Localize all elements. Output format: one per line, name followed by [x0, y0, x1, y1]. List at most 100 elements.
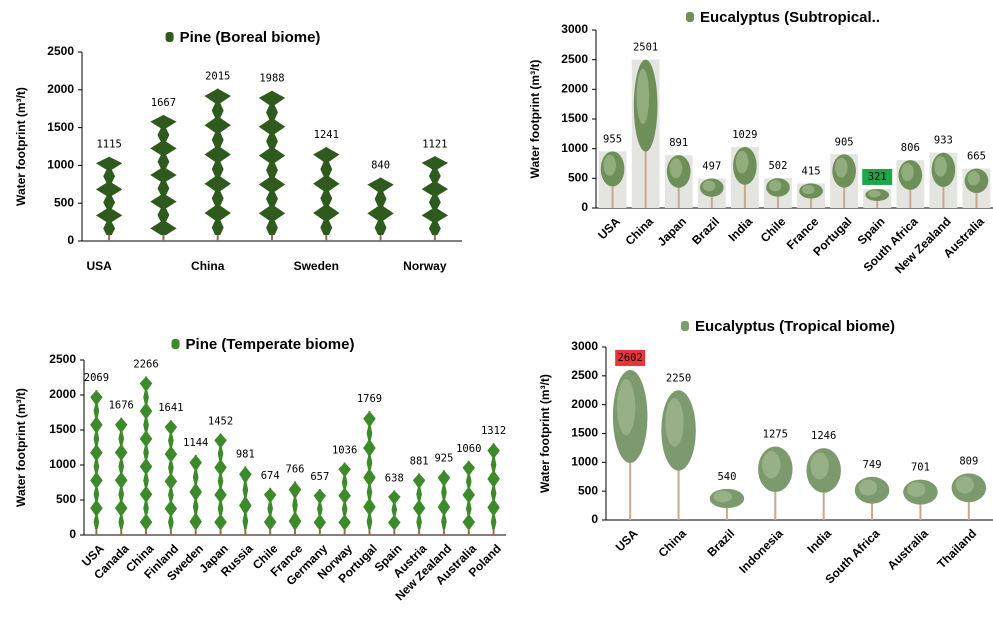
tree-bar: [929, 153, 957, 208]
tree-bar: [797, 183, 825, 208]
tree-bar: [289, 481, 302, 535]
y-tick-label: 2500: [561, 52, 588, 66]
x-tick-label: USA: [613, 526, 641, 554]
tree-bar: [338, 462, 351, 535]
y-tick-label: 1500: [49, 422, 76, 436]
chart-title: Pine (Temperate biome): [186, 336, 355, 353]
value-label: 497: [702, 161, 721, 173]
tree-bar: [963, 169, 991, 208]
title-icon: [166, 32, 174, 42]
tree-bar: [313, 147, 339, 241]
value-label: 881: [410, 455, 429, 467]
x-tick-label: Australia: [885, 526, 931, 572]
value-label: 840: [371, 159, 390, 171]
tree-bar: [363, 411, 376, 535]
value-label: 321: [868, 171, 887, 183]
tree-bar: [903, 480, 938, 520]
value-label: 955: [603, 133, 622, 145]
value-label: 701: [911, 462, 930, 474]
y-tick-label: 500: [578, 483, 598, 497]
y-tick-label: 1500: [47, 120, 74, 134]
crown: [487, 443, 500, 529]
value-label: 1676: [109, 400, 134, 412]
crown: [96, 157, 122, 235]
tree-bar: [613, 370, 648, 520]
y-tick-label: 2000: [47, 82, 74, 96]
y-tick-label: 1000: [49, 457, 76, 471]
crown-shade: [604, 155, 617, 176]
tree-bar: [463, 461, 476, 535]
tree-bar: [952, 473, 987, 520]
crown: [313, 147, 339, 235]
crown-shade: [762, 451, 780, 478]
crown: [338, 462, 351, 529]
value-label: 665: [967, 151, 986, 163]
tree-bar: [599, 151, 627, 208]
value-label: 1312: [481, 425, 506, 437]
tree-bar: [698, 179, 726, 208]
x-tick-label: Norway: [403, 259, 447, 273]
value-label: 809: [959, 455, 978, 467]
tree-bar: [367, 177, 393, 241]
y-tick-label: 2500: [571, 368, 598, 382]
crown-shade: [714, 491, 732, 503]
x-tick-label: Sweden: [294, 259, 339, 273]
value-label: 1036: [332, 444, 357, 456]
x-tick-label: Brazil: [704, 526, 737, 559]
y-axis-label: Water footprint (m³/t): [14, 87, 28, 206]
chart-title: Pine (Boreal biome): [180, 29, 321, 46]
crown-shade: [967, 171, 980, 186]
crown-shade: [617, 379, 635, 435]
tree-bar: [661, 390, 696, 520]
crown: [314, 489, 327, 529]
x-tick-label: Brazil: [689, 214, 722, 247]
tree-bar: [115, 418, 128, 535]
tree-bar: [438, 470, 451, 535]
value-label: 1641: [158, 402, 183, 414]
y-tick-label: 2000: [571, 397, 598, 411]
tree-bar: [665, 155, 693, 208]
value-label: 1115: [96, 139, 121, 151]
crown-shade: [956, 476, 974, 493]
value-label: 1988: [259, 73, 284, 85]
crown: [422, 156, 448, 235]
crown: [115, 418, 128, 529]
crown-shade: [637, 69, 650, 124]
crown: [413, 473, 426, 529]
tree-bar: [710, 489, 745, 520]
crown-shade: [835, 158, 848, 178]
value-label: 540: [717, 471, 736, 483]
crown: [205, 89, 231, 235]
y-axis-label: Water footprint (m³/t): [528, 60, 542, 179]
x-tick-label: USA: [86, 259, 112, 273]
tree-bar: [764, 178, 792, 208]
title-icon: [172, 339, 180, 349]
crown: [259, 91, 285, 235]
x-tick-label: China: [191, 259, 225, 273]
crown: [363, 411, 376, 529]
crown: [214, 433, 227, 529]
value-label: 806: [901, 142, 920, 154]
value-label: 766: [286, 463, 305, 475]
crown: [150, 115, 176, 235]
tree-bar: [96, 157, 122, 241]
tree-bar: [863, 189, 891, 208]
tree-bar: [264, 488, 277, 535]
chart: Eucalyptus (Tropical biome)Water footpri…: [538, 318, 993, 587]
figure: Pine (Boreal biome) Water footprint (m³/t…: [0, 0, 993, 632]
crown: [165, 420, 178, 529]
y-tick-label: 0: [591, 512, 598, 526]
tree-bar: [189, 455, 202, 535]
y-tick-label: 500: [54, 195, 74, 209]
tree-bar: [239, 466, 252, 535]
y-tick-label: 1000: [47, 158, 74, 172]
y-tick-label: 0: [67, 233, 74, 247]
y-tick-label: 2000: [561, 82, 588, 96]
tree-bar: [632, 60, 660, 208]
y-tick-label: 2500: [47, 44, 74, 58]
value-label: 1241: [314, 129, 339, 141]
y-tick-label: 0: [69, 527, 76, 541]
tree-bar: [731, 147, 759, 208]
crown: [367, 177, 393, 235]
value-label: 981: [236, 448, 255, 460]
